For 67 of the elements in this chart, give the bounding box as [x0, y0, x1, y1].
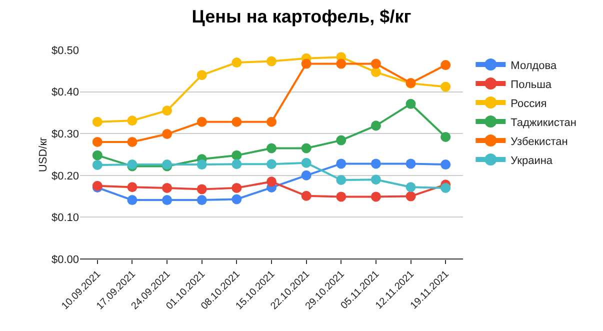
point [370, 120, 381, 131]
point [232, 58, 242, 68]
point [336, 158, 346, 169]
point [406, 158, 416, 169]
point [440, 160, 451, 170]
point [440, 82, 451, 92]
y-tick-label: $0.00 [51, 254, 79, 266]
legend-label: Украина [510, 154, 554, 167]
y-axis-title: USD/кг [37, 136, 50, 172]
legend-label: Польша [510, 78, 552, 91]
point [196, 184, 207, 194]
legend-label: Таджикистан [510, 116, 576, 129]
chart-title: Цены на картофель, $/кг [192, 6, 412, 27]
point [266, 116, 276, 127]
legend-label: Молдова [510, 60, 558, 72]
point [92, 150, 102, 160]
point [127, 116, 138, 126]
point [232, 116, 242, 127]
point [162, 129, 172, 140]
point [196, 70, 207, 80]
point [370, 158, 381, 169]
point [162, 106, 172, 116]
point [196, 160, 207, 170]
point [266, 143, 276, 154]
point [336, 175, 346, 185]
point [162, 182, 172, 193]
point [127, 182, 138, 192]
point [370, 58, 381, 69]
point [232, 194, 242, 204]
y-tick-label: $0.20 [51, 170, 79, 182]
point [406, 182, 416, 192]
point [336, 58, 346, 69]
point [92, 160, 102, 170]
point [232, 159, 242, 170]
point [301, 170, 312, 180]
point [266, 176, 276, 187]
legend-label: Узбекистан [510, 136, 568, 148]
point [406, 98, 416, 109]
legend-label: Россия [510, 98, 547, 110]
point [232, 182, 242, 193]
point [92, 136, 102, 147]
point [440, 132, 451, 142]
point [266, 56, 276, 66]
point [370, 67, 381, 78]
point [301, 58, 312, 69]
y-tick-label: $0.30 [51, 128, 79, 140]
point [406, 191, 416, 202]
point [232, 150, 242, 160]
point [370, 174, 381, 185]
point [92, 116, 102, 127]
point [336, 192, 346, 202]
point [127, 136, 138, 147]
point [301, 158, 312, 168]
point [370, 192, 381, 202]
point [196, 195, 207, 206]
y-tick-label: $0.10 [51, 212, 79, 224]
point [301, 143, 312, 154]
point [301, 190, 312, 201]
point [266, 159, 276, 170]
y-tick-label: $0.50 [51, 44, 79, 57]
point [440, 182, 451, 193]
point [440, 60, 451, 70]
point [127, 195, 138, 206]
point [336, 135, 346, 146]
point [196, 116, 207, 127]
y-tick-label: $0.40 [51, 86, 79, 99]
point [162, 195, 172, 206]
